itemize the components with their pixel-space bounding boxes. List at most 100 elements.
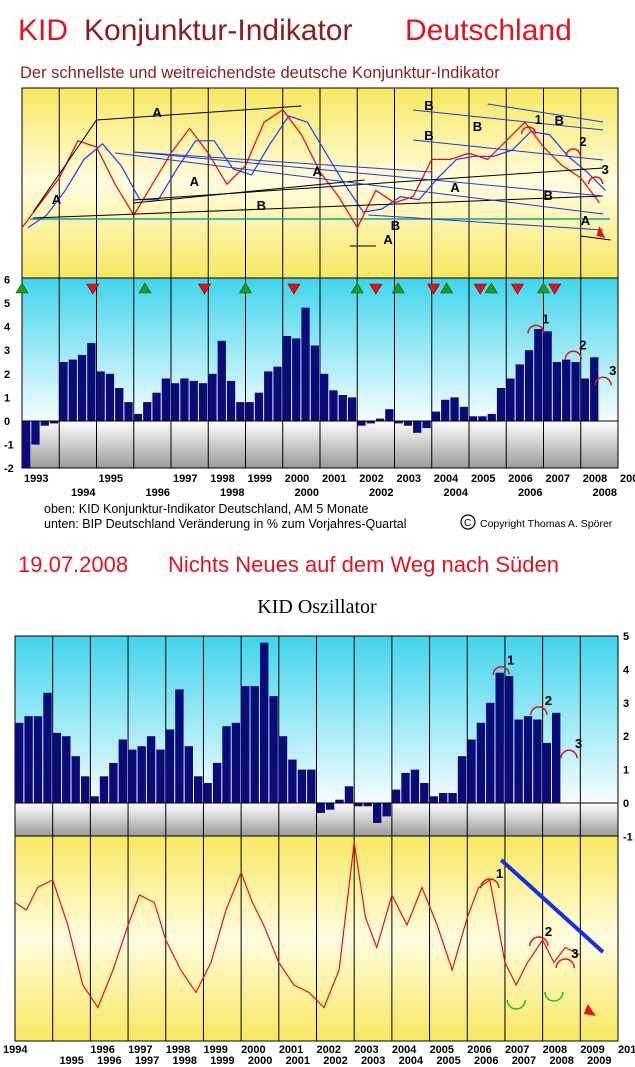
buy-signal-triangle [536,282,551,294]
oscillator-bar [99,776,109,803]
gdp-bar [487,413,496,421]
gdp-bar [96,371,105,421]
x-tick-label: 1998 [220,487,244,499]
x-tick-label: 2005 [471,473,495,485]
oscillator-bar [194,776,203,803]
signal-triangles [15,282,562,295]
x-tick-label: 1995 [59,1055,83,1067]
trough-arc [544,991,564,1002]
gdp-bar [282,336,292,421]
indicator-line [21,108,600,229]
trend-line-A [133,167,604,201]
x-tick-label: 2008 [593,487,617,499]
buy-signal-triangle [138,282,152,294]
oscillator-bar [439,793,448,803]
trend-label-A: A [313,164,323,179]
buy-signal-triangle [484,282,498,294]
x-tick-label: 2009 [620,473,635,485]
x-tick-label: 2000 [241,1044,265,1056]
oscillator-bar [335,799,344,803]
trend-label-A: A [190,174,200,189]
x-tick-label: 1995 [99,473,123,485]
x-tick-label: 1999 [248,473,272,485]
gdp-bar [189,380,198,421]
marker-label: 2 [579,134,586,149]
oscillator-bar [128,749,137,803]
trend-label-B: B [424,128,433,143]
copyright-icon [460,514,476,530]
oscillator-bar [504,676,514,803]
x-tick-label: 2009 [587,1055,611,1067]
gdp-bar [357,421,366,426]
marker-label: 3 [609,363,616,378]
sell-signal-triangle [86,283,100,295]
x-tick-label: 2007 [505,1044,529,1056]
gdp-bar [441,399,450,421]
gdp-bar [124,402,133,421]
x-tick-label: 1998 [166,1044,190,1056]
oscillator-bar [146,736,156,803]
oscillator-title: KID Oszillator [257,596,377,618]
oscillator-bar [250,686,259,803]
oscillator-line: 1 2 3 [14,842,605,1016]
gdp-bar [310,345,319,421]
x-tick-label: 2008 [583,473,607,485]
title-kid: KID [18,14,68,47]
trend-line-A [133,179,365,204]
oscillator-bar [241,686,250,803]
gdp-bar [450,397,459,421]
gdp-bar [562,359,571,421]
gdp-bar [385,409,394,421]
x-tick-label: 2006 [508,473,532,485]
sell-signal-triangle [369,283,383,295]
x-tick-label: 1999 [203,1044,227,1056]
marker-arc [560,749,578,759]
oscillator-bar [467,739,476,803]
oscillator-bar [382,803,391,817]
gdp-bar [459,406,468,421]
x-tick-label: 2010 [618,1044,635,1056]
oscillator-bar [391,789,401,803]
copyright-mark: C [464,518,471,529]
gdp-bar [301,307,310,421]
bottom-frame [14,635,619,1042]
trend-label-B: B [555,113,564,128]
gdp-bar [105,373,115,421]
oscillator-y-axis: 5 4 3 2 1 0 -1 [623,631,633,843]
headline-date: 19.07.2008 [18,552,128,577]
x-tick-label: 2004 [434,473,459,485]
x-tick-label: 2004 [399,1055,424,1067]
x-tick-label: 2008 [543,1044,567,1056]
gdp-bar [198,383,208,421]
gdp-bar [133,413,143,421]
sell-signal-triangle [287,283,301,295]
marker-label: 1 [507,653,514,668]
x-tick-label: 2006 [467,1044,491,1056]
y-tick-label: 1 [4,392,10,404]
gdp-bar [506,378,515,421]
x-tick-label: 2000 [295,487,319,499]
oscillator-bar [325,803,335,810]
x-tick-label: 1996 [97,1055,121,1067]
oscillator-bar [278,736,288,803]
x-tick-label: 1993 [24,473,48,485]
trend-line-B [133,151,432,173]
marker-arc [527,324,545,334]
x-tick-label: 2002 [359,473,383,485]
oscillator-bar [203,783,212,803]
gdp-bar [245,402,254,421]
gdp-bar [347,397,357,421]
trend-line-A [96,105,302,121]
x-tick-label: 1998 [173,1055,197,1067]
gdp-y-axis: 6 5 4 3 2 1 0 -1 -2 [4,274,14,475]
trend-label-B: B [257,198,266,213]
trend-label-A: A [450,180,460,195]
trend-label-B: B [473,119,482,134]
gdp-bars: 1 2 3 [22,307,618,469]
buy-signal-triangle [238,282,253,294]
marker-label: 2 [579,337,586,352]
trend-line-A [32,119,97,213]
marker-arc [529,936,549,947]
oscillator-bar [448,793,457,803]
